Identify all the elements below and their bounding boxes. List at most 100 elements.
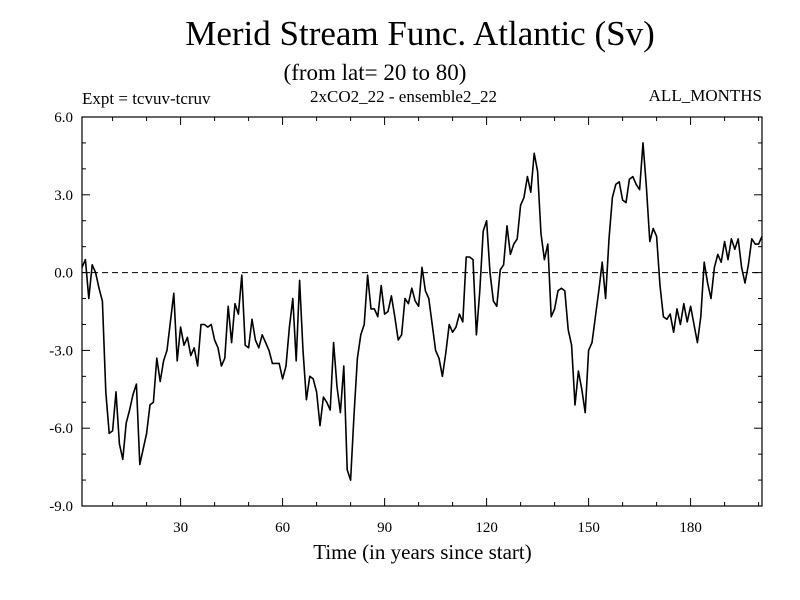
- data-point: [492, 300, 494, 302]
- months-label: ALL_MONTHS: [648, 86, 762, 105]
- data-point: [730, 238, 733, 240]
- data-point: [295, 360, 297, 362]
- data-point: [309, 375, 311, 377]
- data-point: [384, 313, 386, 315]
- data-point: [669, 313, 671, 315]
- data-point: [353, 414, 355, 416]
- data-point: [350, 479, 352, 481]
- data-point: [713, 266, 716, 268]
- data-point: [319, 425, 321, 427]
- data-point: [543, 259, 546, 261]
- run-label: 2xCO2_22 - ensemble2_22: [310, 87, 497, 106]
- data-point: [594, 316, 597, 318]
- data-point: [421, 266, 423, 268]
- data-point: [183, 344, 185, 346]
- data-point: [149, 404, 151, 406]
- data-point: [152, 401, 154, 403]
- data-point: [666, 318, 668, 320]
- data-point: [547, 243, 549, 245]
- series-line: [81, 142, 763, 481]
- data-point: [530, 191, 532, 193]
- data-point: [197, 365, 199, 367]
- y-tick-label: -6.0: [49, 421, 73, 437]
- data-point: [200, 323, 202, 326]
- data-point: [377, 316, 379, 318]
- data-point: [88, 297, 90, 300]
- data-point: [703, 261, 705, 263]
- data-point: [526, 176, 529, 178]
- x-tick-label: 30: [173, 520, 188, 536]
- data-point: [326, 401, 328, 403]
- data-point: [486, 220, 488, 222]
- data-point: [441, 375, 443, 377]
- data-point: [265, 342, 267, 344]
- data-point: [503, 264, 505, 266]
- experiment-label: Expt = tcvuv-tcruv: [82, 89, 211, 108]
- data-point: [258, 347, 260, 349]
- data-point: [214, 339, 216, 341]
- data-point: [564, 290, 566, 292]
- chart-subtitle: (from lat= 20 to 80): [283, 60, 467, 85]
- data-points: [81, 142, 763, 481]
- data-point: [203, 323, 205, 326]
- data-point: [496, 305, 498, 307]
- data-point: [720, 261, 722, 263]
- data-point: [615, 183, 617, 185]
- data-point: [537, 170, 539, 173]
- data-point: [394, 316, 396, 318]
- data-point: [458, 313, 460, 315]
- y-tick-label: 3.0: [54, 188, 73, 204]
- data-point: [431, 323, 433, 326]
- data-point: [122, 458, 124, 460]
- y-tick-label: -9.0: [49, 499, 73, 515]
- data-point: [734, 248, 736, 250]
- data-point: [95, 272, 97, 274]
- data-point: [693, 323, 695, 326]
- data-point: [455, 326, 457, 328]
- data-point: [707, 282, 709, 284]
- data-point: [227, 305, 229, 307]
- data-point: [190, 355, 192, 357]
- data-point: [115, 391, 117, 393]
- data-point: [224, 357, 226, 359]
- data-point: [407, 303, 409, 305]
- data-point: [727, 259, 729, 261]
- data-point: [438, 357, 440, 359]
- chart-title: Merid Stream Func. Atlantic (Sv): [185, 14, 655, 53]
- data-point: [346, 469, 348, 471]
- data-point: [690, 305, 692, 307]
- data-point: [244, 344, 246, 346]
- data-point: [404, 297, 406, 300]
- data-point: [649, 240, 651, 243]
- data-point: [452, 331, 454, 333]
- data-point: [605, 297, 607, 300]
- y-tick-label: 6.0: [54, 110, 73, 126]
- data-point: [584, 412, 586, 414]
- data-point: [523, 196, 525, 198]
- data-point: [275, 362, 277, 364]
- data-point: [554, 308, 556, 310]
- data-point: [370, 308, 372, 310]
- data-point: [499, 269, 501, 271]
- data-point: [435, 349, 437, 351]
- data-point: [112, 430, 114, 432]
- data-point: [322, 396, 324, 398]
- data-point: [462, 321, 464, 323]
- data-point: [652, 227, 654, 230]
- x-tick-label: 60: [275, 520, 290, 536]
- data-point: [686, 321, 688, 323]
- data-point: [700, 316, 702, 318]
- data-point: [639, 189, 641, 191]
- data-point: [105, 391, 107, 393]
- data-point: [741, 266, 743, 268]
- data-point: [271, 362, 273, 364]
- data-point: [125, 422, 127, 424]
- data-point: [316, 391, 318, 393]
- data-point: [360, 334, 362, 336]
- data-point: [288, 326, 290, 328]
- data-point: [231, 342, 233, 344]
- data-point: [625, 202, 627, 204]
- data-point: [632, 176, 634, 178]
- data-point: [261, 334, 263, 336]
